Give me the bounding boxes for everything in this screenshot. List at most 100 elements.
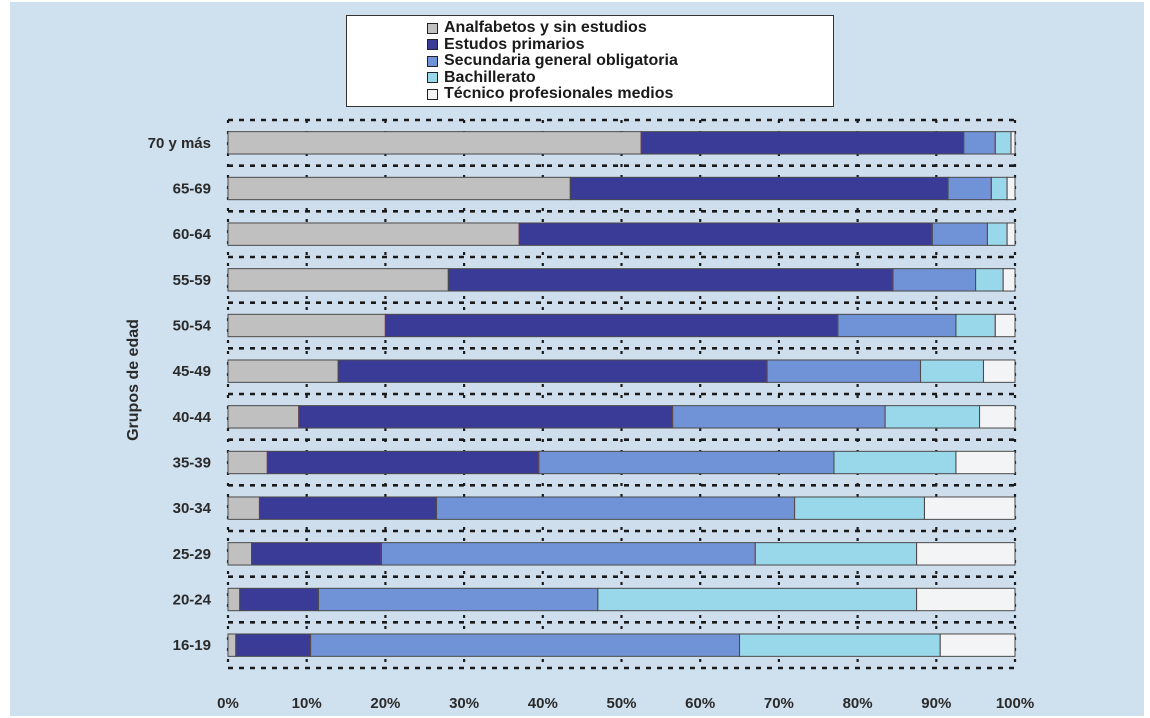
bar-segment-2 (947, 176, 992, 201)
bar-segment-0 (227, 131, 642, 155)
bar-segment-0 (227, 542, 253, 566)
legend-label: Técnico profesionales medios (444, 85, 674, 103)
bar-segment-2 (672, 405, 886, 429)
bar-segment-3 (955, 313, 996, 338)
bar-segment-4 (1002, 268, 1016, 292)
legend-swatch (427, 72, 438, 84)
bar-segment-0 (227, 313, 386, 338)
bar-segment-4 (916, 542, 1016, 566)
bar-segment-2 (892, 268, 977, 292)
legend-swatch (427, 39, 438, 51)
category-label: 35-39 (173, 455, 211, 472)
legend-label: Analfabetos y sin estudios (444, 19, 647, 37)
legend-item-secundaria: Secundaria general obligatoria (427, 53, 833, 70)
x-tick-label: 10% (292, 695, 322, 712)
bar-segment-1 (258, 496, 438, 520)
category-labels: 70 y más 65-69 60-64 55-59 50-54 45-49 40-44 35… (148, 135, 212, 654)
bar-segment-0 (227, 405, 300, 429)
bar-segment-1 (266, 450, 540, 475)
bar-segment-2 (766, 359, 922, 383)
category-label: 20-24 (173, 592, 212, 609)
bar-segment-4 (1006, 176, 1016, 201)
bar-segment-2 (436, 496, 796, 520)
bar-segment-0 (227, 268, 449, 292)
y-axis-title: Grupos de edad (125, 319, 142, 441)
bar-segment-2 (837, 313, 957, 338)
legend-swatch (427, 88, 438, 100)
bar-segment-3 (990, 176, 1008, 201)
bar-segment-3 (975, 268, 1004, 292)
legend-label: Secundaria general obligatoria (444, 52, 678, 70)
x-tick-label: 100% (996, 695, 1034, 712)
bar-segment-1 (239, 587, 320, 612)
bar-segment-3 (986, 222, 1008, 246)
bar-segment-4 (1010, 131, 1016, 155)
bar-segment-4 (939, 633, 1016, 657)
bar-segment-2 (538, 450, 835, 475)
category-label: 50-54 (173, 318, 212, 335)
x-tick-label: 70% (764, 695, 794, 712)
x-tick-label: 40% (528, 695, 558, 712)
legend-label: Bachillerato (444, 68, 536, 86)
bar-segment-0 (227, 496, 260, 520)
bar-segment-4 (923, 496, 1016, 520)
x-tick-label: 90% (921, 695, 951, 712)
x-tick-labels: 0% 10% 20% 30% 40% 50% 60% 70% 80% 90% 100% (217, 695, 1034, 712)
bar-segment-3 (794, 496, 925, 520)
category-label: 65-69 (173, 181, 211, 198)
bar-segment-3 (994, 131, 1012, 155)
legend-item-bachillerato: Bachillerato (427, 68, 833, 87)
bar-segment-1 (337, 359, 768, 383)
bar-segment-0 (227, 359, 339, 383)
bar-segment-4 (955, 450, 1016, 475)
x-tick-label: 50% (606, 695, 636, 712)
bar-segment-1 (447, 268, 894, 292)
category-label: 40-44 (173, 409, 212, 426)
bar-segment-4 (994, 313, 1016, 338)
legend-item-analfabetos: Analfabetos y sin estudios (427, 20, 833, 37)
bar-segment-4 (1006, 222, 1016, 246)
bar-segment-2 (931, 222, 988, 246)
bar-segment-1 (518, 222, 933, 246)
category-label: 25-29 (173, 546, 211, 563)
bar-segment-1 (569, 176, 949, 201)
plot-area (228, 120, 1015, 668)
bars (227, 131, 1016, 657)
x-tick-label: 80% (843, 695, 873, 712)
category-label: 45-49 (173, 363, 211, 380)
legend-swatch (427, 22, 438, 34)
bar-segment-3 (597, 587, 918, 612)
bar-segment-3 (920, 359, 985, 383)
x-tick-label: 60% (685, 695, 715, 712)
bar-segment-1 (298, 405, 674, 429)
bar-segment-1 (251, 542, 382, 566)
category-label: 16-19 (173, 637, 211, 654)
bar-segment-0 (227, 633, 237, 657)
bar-segment-1 (640, 131, 965, 155)
bar-segment-1 (235, 633, 312, 657)
bar-segment-0 (227, 176, 571, 201)
legend-swatch (427, 55, 438, 67)
x-tick-label: 30% (449, 695, 479, 712)
category-label: 30-34 (173, 500, 212, 517)
x-tick-label: 0% (217, 695, 239, 712)
bar-segment-2 (318, 587, 599, 612)
category-label: 55-59 (173, 272, 211, 289)
bar-segment-3 (884, 405, 981, 429)
bar-segment-2 (380, 542, 756, 566)
legend-item-tecnico: Técnico profesionales medios (427, 86, 833, 103)
category-label: 60-64 (173, 226, 212, 243)
bar-segment-3 (833, 450, 957, 475)
category-label: 70 y más (148, 135, 211, 152)
bar-segment-0 (227, 222, 520, 246)
x-tick-label: 20% (370, 695, 400, 712)
legend-item-estudos-primarios: Estudos primarios (427, 35, 833, 54)
bar-segment-3 (754, 542, 918, 566)
legend-label: Estudos primarios (444, 35, 585, 53)
bar-segment-0 (227, 450, 268, 475)
bar-segment-4 (916, 587, 1016, 612)
bar-segment-0 (227, 587, 241, 612)
bar-segment-4 (983, 359, 1016, 383)
